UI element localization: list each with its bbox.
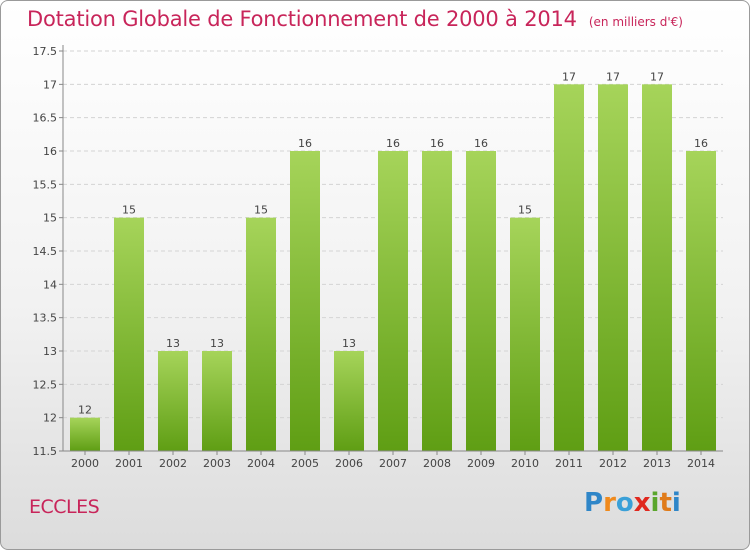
bar-value-label: 16 [430, 137, 444, 150]
bar-value-label: 15 [518, 204, 532, 217]
bar-value-label: 16 [474, 137, 488, 150]
y-tick-label: 14.5 [33, 245, 58, 258]
bars [70, 84, 716, 451]
bar-value-label: 13 [342, 337, 356, 350]
x-tick-label: 2008 [423, 457, 451, 470]
x-tick-label: 2000 [71, 457, 99, 470]
x-tick-label: 2001 [115, 457, 143, 470]
bar [378, 151, 408, 451]
bar [158, 351, 188, 451]
logo-letter: x [633, 488, 651, 518]
bar [114, 217, 144, 451]
y-tick-label: 13.5 [33, 312, 58, 325]
bar [202, 351, 232, 451]
bar [290, 151, 320, 451]
x-tick-label: 2010 [511, 457, 539, 470]
bar-value-label: 15 [122, 204, 136, 217]
bar [510, 217, 540, 451]
x-tick-label: 2006 [335, 457, 363, 470]
proxiti-logo: Proxiti [584, 488, 681, 518]
x-tick-label: 2007 [379, 457, 407, 470]
y-tick-label: 17.5 [33, 45, 58, 58]
logo-letter: t [659, 488, 672, 518]
bar [246, 217, 276, 451]
commune-name: ECCLES [29, 496, 100, 518]
y-tick-label: 16 [43, 145, 57, 158]
bar [554, 84, 584, 451]
labels: 11.5 12 12.5 13 13.5 14 14.5 15 15.5 16 16.5 17 17.5… [33, 45, 716, 470]
bar-value-label: 17 [650, 70, 664, 83]
y-tick-label: 16.5 [33, 112, 58, 125]
y-tick-label: 15.5 [33, 178, 58, 191]
y-tick-label: 15 [43, 212, 57, 225]
logo-letter: r [603, 488, 616, 518]
axes [59, 45, 723, 455]
bar-value-label: 17 [606, 70, 620, 83]
y-tick-label: 11.5 [33, 445, 58, 458]
bar [422, 151, 452, 451]
bar [686, 151, 716, 451]
title-row: Dotation Globale de Fonctionnement de 20… [27, 7, 683, 31]
bar [598, 84, 628, 451]
x-tick-label: 2004 [247, 457, 275, 470]
bar-value-label: 16 [298, 137, 312, 150]
x-tick-label: 2014 [687, 457, 715, 470]
x-tick-label: 2012 [599, 457, 627, 470]
logo-letter: o [615, 488, 634, 518]
bar-value-label: 16 [694, 137, 708, 150]
y-tick-label: 14 [43, 278, 57, 291]
bar-value-label: 15 [254, 204, 268, 217]
bar-value-label: 12 [78, 404, 92, 417]
y-tick-label: 17 [43, 78, 57, 91]
x-tick-label: 2011 [555, 457, 583, 470]
x-tick-label: 2003 [203, 457, 231, 470]
logo-letter: i [671, 488, 681, 518]
bar [70, 417, 100, 451]
x-tick-label: 2002 [159, 457, 187, 470]
chart-title: Dotation Globale de Fonctionnement de 20… [27, 7, 577, 31]
y-tick-label: 12 [43, 412, 57, 425]
bar-value-label: 17 [562, 70, 576, 83]
x-tick-label: 2009 [467, 457, 495, 470]
bar-value-label: 13 [210, 337, 224, 350]
y-tick-label: 13 [43, 345, 57, 358]
bar-value-label: 16 [386, 137, 400, 150]
bar [466, 151, 496, 451]
y-tick-label: 12.5 [33, 378, 58, 391]
logo-letter: i [650, 488, 660, 518]
bar-value-label: 13 [166, 337, 180, 350]
bar [334, 351, 364, 451]
x-tick-label: 2005 [291, 457, 319, 470]
chart-subtitle: (en milliers d'€) [588, 15, 683, 29]
x-tick-label: 2013 [643, 457, 671, 470]
bar [642, 84, 672, 451]
logo-letter: P [584, 488, 604, 518]
